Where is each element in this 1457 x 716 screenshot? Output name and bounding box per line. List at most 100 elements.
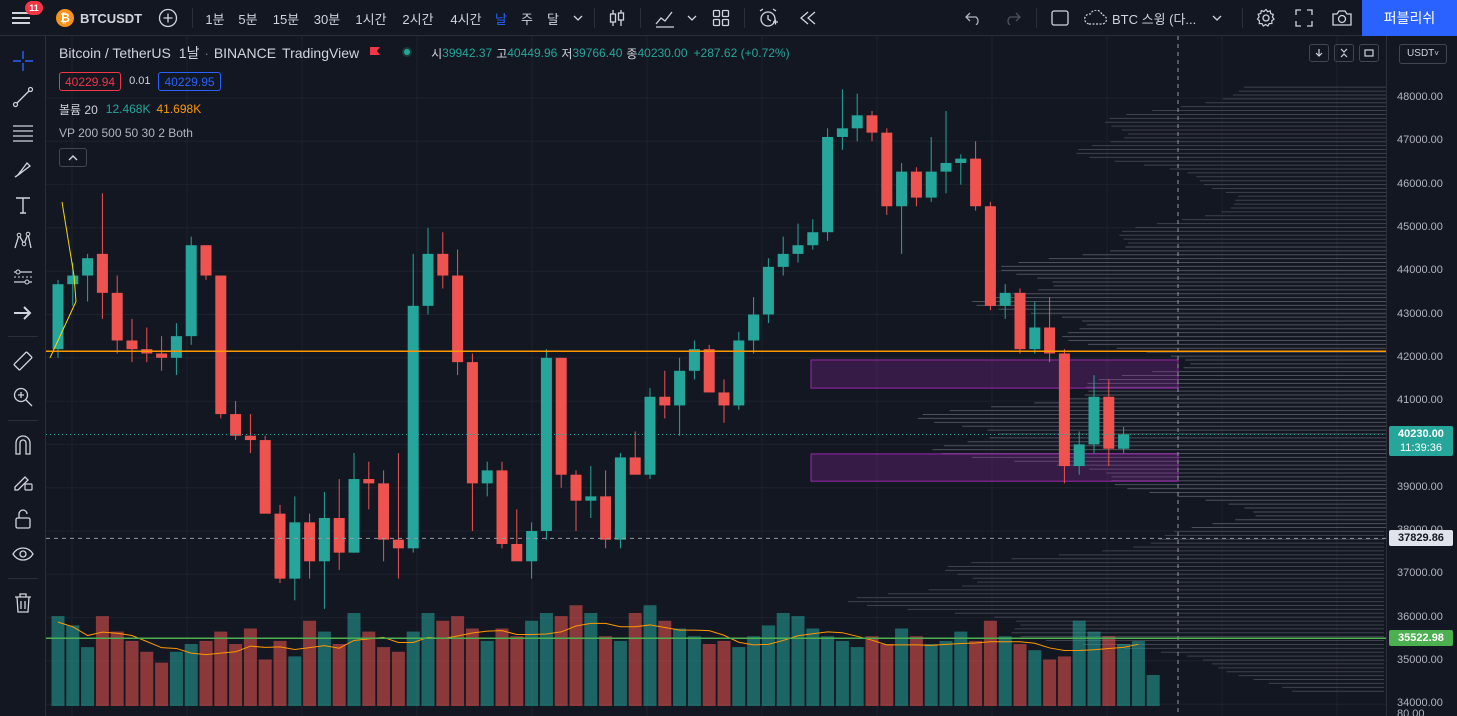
volume-bar xyxy=(421,613,435,706)
collapse-legend-button[interactable] xyxy=(59,148,87,167)
bid-price-button[interactable]: 40229.94 xyxy=(59,71,122,91)
candle-body xyxy=(437,253,449,276)
candle-body xyxy=(333,518,345,553)
candle-type-icon[interactable] xyxy=(604,0,630,36)
crosshair-icon[interactable] xyxy=(0,44,46,78)
forecast-tool-icon[interactable] xyxy=(0,260,46,294)
price-tick: 34000.00 xyxy=(1397,697,1443,710)
undo-icon[interactable] xyxy=(960,0,988,36)
candle-body xyxy=(259,440,271,514)
flag-icon[interactable] xyxy=(369,46,381,61)
redo-icon[interactable] xyxy=(998,0,1026,36)
tf-2h[interactable]: 2시간 xyxy=(402,11,434,27)
indicators-icon[interactable] xyxy=(652,0,678,36)
volume-bar xyxy=(983,620,997,706)
tf-1h[interactable]: 1시간 xyxy=(355,11,387,27)
text-tool-icon[interactable] xyxy=(0,188,46,222)
pencil-lock-icon[interactable] xyxy=(0,464,46,498)
arrow-right-icon[interactable] xyxy=(0,296,46,330)
candle-body xyxy=(82,258,94,276)
tf-15m[interactable]: 15분 xyxy=(272,11,300,27)
candle-body xyxy=(481,470,493,484)
volume-bar xyxy=(66,625,80,706)
volume-bar xyxy=(732,647,746,706)
legend-pair[interactable]: Bitcoin / TetherUS xyxy=(59,45,171,61)
candle-body xyxy=(970,158,982,207)
alarm-clock-icon[interactable] xyxy=(754,0,782,36)
indicators-dropdown-chevron-icon[interactable] xyxy=(684,0,700,36)
settings-gear-icon[interactable] xyxy=(1252,0,1280,36)
candle-body xyxy=(925,171,937,198)
candle-body xyxy=(67,275,79,285)
chart-pane[interactable] xyxy=(46,36,1386,716)
tf-1m[interactable]: 1분 xyxy=(205,11,225,27)
trend-line-icon[interactable] xyxy=(0,80,46,114)
candle-body xyxy=(866,115,878,133)
tf-5m[interactable]: 5분 xyxy=(238,11,258,27)
volume-value: 12.468K xyxy=(105,102,151,116)
candle-body xyxy=(600,496,612,540)
collapse-icon[interactable] xyxy=(1334,44,1354,62)
maximize-pane-icon[interactable] xyxy=(1359,44,1379,62)
eye-icon[interactable] xyxy=(0,538,46,572)
volume-bar xyxy=(850,647,864,706)
low-label: 저 xyxy=(561,46,573,61)
replay-icon[interactable] xyxy=(794,0,822,36)
brush-icon[interactable] xyxy=(0,152,46,186)
volume-bar xyxy=(806,628,820,706)
scroll-down-icon[interactable] xyxy=(1309,44,1329,62)
candle-body xyxy=(896,171,908,207)
lock-icon[interactable] xyxy=(0,502,46,536)
volume-bar xyxy=(110,631,124,706)
candle-body xyxy=(807,232,819,246)
symbol-search-button[interactable]: ₿ BTCUSDT xyxy=(56,0,148,36)
magnet-icon[interactable] xyxy=(0,428,46,462)
volume-bar xyxy=(939,640,953,706)
candle-body xyxy=(496,470,508,544)
price-tick: 37000.00 xyxy=(1397,567,1443,580)
candle-body xyxy=(363,479,375,484)
zoom-in-icon[interactable] xyxy=(0,380,46,414)
demand-zone-box xyxy=(810,453,1179,482)
price-tick: 44000.00 xyxy=(1397,264,1443,277)
compare-add-icon[interactable] xyxy=(156,0,180,36)
vp-legend: VP 200 500 50 30 2 Both xyxy=(59,125,193,141)
candle-body xyxy=(1118,434,1130,449)
expand-icon[interactable] xyxy=(1290,0,1318,36)
menu-icon[interactable] xyxy=(6,0,36,36)
layout-grid-icon[interactable] xyxy=(708,0,734,36)
timeframe-dropdown-chevron-icon[interactable] xyxy=(570,0,586,36)
tf-1d[interactable]: 날 xyxy=(495,11,507,27)
ruler-icon[interactable] xyxy=(0,344,46,378)
ask-price-button[interactable]: 40229.95 xyxy=(158,71,221,91)
camera-icon[interactable] xyxy=(1328,0,1356,36)
tf-1w[interactable]: 주 xyxy=(521,11,533,27)
tf-30m[interactable]: 30분 xyxy=(313,11,341,27)
volume-bar xyxy=(391,651,405,706)
candle-body xyxy=(96,253,108,293)
trash-icon[interactable] xyxy=(0,586,46,620)
vp-label[interactable]: VP 200 500 50 30 2 Both xyxy=(59,126,193,140)
volume-bar xyxy=(599,636,613,706)
volume-label[interactable]: 볼륨 20 xyxy=(59,102,98,117)
volume-bar xyxy=(229,644,243,706)
volume-bar xyxy=(1013,644,1027,706)
pattern-tool-icon[interactable] xyxy=(0,224,46,258)
currency-selector[interactable]: USDT˅ xyxy=(1399,44,1447,64)
publish-button[interactable]: 퍼블리쉬 xyxy=(1362,0,1457,36)
candle-body xyxy=(555,357,567,475)
volume-bar xyxy=(510,636,524,706)
fib-retracement-icon[interactable] xyxy=(0,116,46,150)
strategy-layout-button[interactable]: BTC 스윙 (다... xyxy=(1082,0,1232,36)
tf-1mo[interactable]: 달 xyxy=(547,11,559,27)
price-tick: 43000.00 xyxy=(1397,307,1443,320)
price-scale[interactable]: USDT˅ 48000.00 47000.00 46000.00 45000.00 44… xyxy=(1386,36,1457,716)
price-tick: 35000.00 xyxy=(1397,653,1443,666)
tf-4h[interactable]: 4시간 xyxy=(450,11,482,27)
fullscreen-toggle-icon[interactable] xyxy=(1046,0,1074,36)
volume-bar xyxy=(702,644,716,706)
candle-body xyxy=(881,132,893,207)
price-tick: 41000.00 xyxy=(1397,394,1443,407)
volume-bar xyxy=(1028,650,1042,706)
candlestick-chart[interactable] xyxy=(46,36,1386,716)
